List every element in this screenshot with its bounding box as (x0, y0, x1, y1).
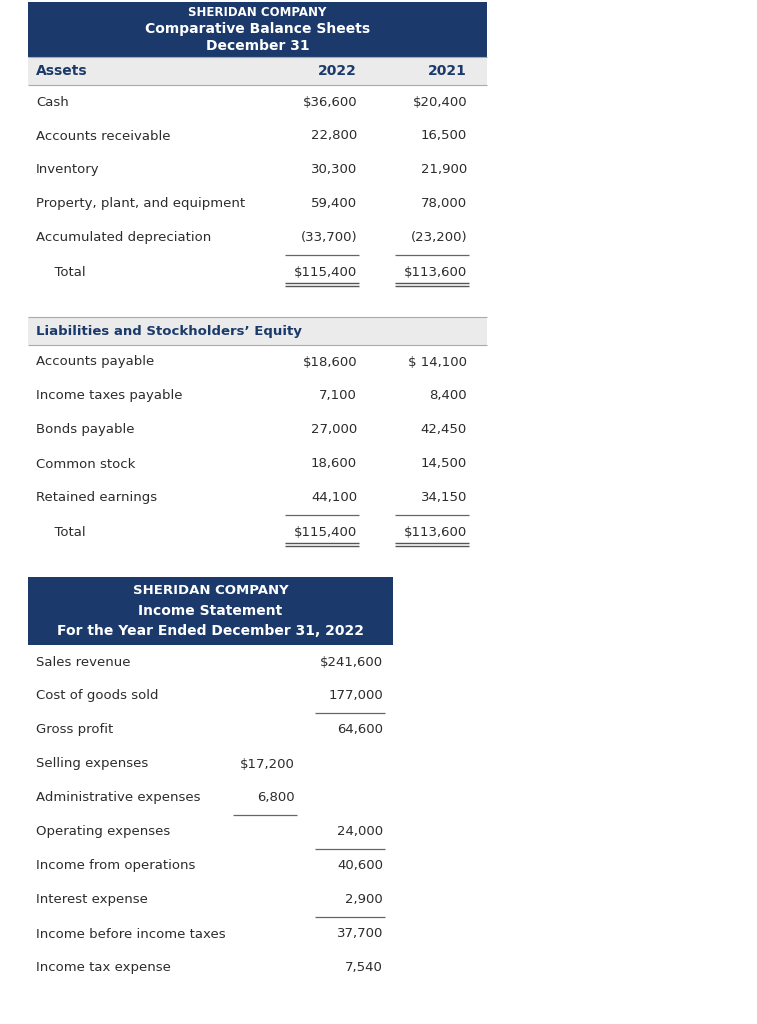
Text: Administrative expenses: Administrative expenses (36, 792, 201, 805)
Text: Sales revenue: Sales revenue (36, 655, 130, 669)
Text: $113,600: $113,600 (403, 525, 467, 539)
Bar (28, 85, 487, 119)
Text: Liabilities and Stockholders’ Equity: Liabilities and Stockholders’ Equity (36, 325, 302, 338)
Text: 24,000: 24,000 (337, 825, 383, 839)
Bar (28, 153, 487, 187)
Text: (33,700): (33,700) (301, 231, 357, 245)
Bar (28, 187, 487, 221)
Text: Cash: Cash (36, 95, 69, 109)
Text: 30,300: 30,300 (311, 164, 357, 176)
Text: $17,200: $17,200 (240, 758, 295, 770)
Text: Interest expense: Interest expense (36, 894, 148, 906)
Text: Selling expenses: Selling expenses (36, 758, 148, 770)
Text: 177,000: 177,000 (329, 689, 383, 702)
Text: 59,400: 59,400 (311, 198, 357, 211)
Text: 8,400: 8,400 (429, 389, 467, 402)
Text: 16,500: 16,500 (421, 129, 467, 142)
Text: 21,900: 21,900 (421, 164, 467, 176)
Text: Income from operations: Income from operations (36, 859, 195, 872)
Text: 37,700: 37,700 (337, 928, 383, 940)
Text: 7,100: 7,100 (319, 389, 357, 402)
Text: 34,150: 34,150 (421, 492, 467, 505)
Bar (28, 221, 487, 255)
Text: SHERIDAN COMPANY: SHERIDAN COMPANY (188, 6, 327, 19)
Bar (28, 679, 393, 713)
Bar (28, 815, 393, 849)
Bar (28, 119, 487, 153)
Bar (28, 645, 393, 679)
Text: 18,600: 18,600 (311, 458, 357, 470)
Text: $20,400: $20,400 (413, 95, 467, 109)
Text: For the Year Ended December 31, 2022: For the Year Ended December 31, 2022 (57, 624, 364, 638)
Bar (28, 2, 487, 57)
Text: 2022: 2022 (318, 63, 357, 78)
Text: $ 14,100: $ 14,100 (408, 355, 467, 369)
Text: Income before income taxes: Income before income taxes (36, 928, 226, 940)
Text: SHERIDAN COMPANY: SHERIDAN COMPANY (132, 585, 288, 597)
Text: Comparative Balance Sheets: Comparative Balance Sheets (145, 22, 370, 36)
Text: Accumulated depreciation: Accumulated depreciation (36, 231, 211, 245)
Text: $113,600: $113,600 (403, 265, 467, 279)
Bar (28, 918, 393, 951)
Text: Income taxes payable: Income taxes payable (36, 389, 182, 402)
Text: Inventory: Inventory (36, 164, 100, 176)
Text: $36,600: $36,600 (302, 95, 357, 109)
Text: 22,800: 22,800 (311, 129, 357, 142)
Text: 2021: 2021 (428, 63, 467, 78)
Bar (28, 345, 487, 379)
Text: (23,200): (23,200) (410, 231, 467, 245)
Bar (28, 317, 487, 345)
Bar (28, 447, 487, 481)
Text: 2,900: 2,900 (345, 894, 383, 906)
Bar (28, 577, 393, 645)
Bar (28, 951, 393, 985)
Text: 6,800: 6,800 (257, 792, 295, 805)
Text: December 31: December 31 (206, 39, 310, 53)
Text: $115,400: $115,400 (294, 525, 357, 539)
Bar (28, 515, 487, 549)
Text: Assets: Assets (36, 63, 88, 78)
Bar (28, 883, 393, 918)
Bar (28, 57, 487, 85)
Text: Cost of goods sold: Cost of goods sold (36, 689, 158, 702)
Text: 27,000: 27,000 (311, 424, 357, 436)
Bar (28, 413, 487, 447)
Text: 64,600: 64,600 (337, 724, 383, 736)
Text: 42,450: 42,450 (421, 424, 467, 436)
Text: Accounts receivable: Accounts receivable (36, 129, 170, 142)
Text: 78,000: 78,000 (421, 198, 467, 211)
Bar (28, 746, 393, 781)
Text: Bonds payable: Bonds payable (36, 424, 135, 436)
Bar (28, 781, 393, 815)
Text: Operating expenses: Operating expenses (36, 825, 170, 839)
Text: $18,600: $18,600 (302, 355, 357, 369)
Bar (28, 713, 393, 746)
Text: Income Statement: Income Statement (139, 604, 282, 618)
Text: $241,600: $241,600 (320, 655, 383, 669)
Text: Accounts payable: Accounts payable (36, 355, 154, 369)
Text: 44,100: 44,100 (311, 492, 357, 505)
Text: Gross profit: Gross profit (36, 724, 114, 736)
Bar (28, 849, 393, 883)
Text: Income tax expense: Income tax expense (36, 962, 171, 975)
Text: 14,500: 14,500 (421, 458, 467, 470)
Text: 40,600: 40,600 (337, 859, 383, 872)
Text: Property, plant, and equipment: Property, plant, and equipment (36, 198, 245, 211)
Text: 7,540: 7,540 (345, 962, 383, 975)
Text: Total: Total (46, 525, 86, 539)
Text: $115,400: $115,400 (294, 265, 357, 279)
Text: Total: Total (46, 265, 86, 279)
Text: Retained earnings: Retained earnings (36, 492, 157, 505)
Text: Common stock: Common stock (36, 458, 136, 470)
Bar (28, 255, 487, 289)
Bar (28, 481, 487, 515)
Bar (28, 379, 487, 413)
